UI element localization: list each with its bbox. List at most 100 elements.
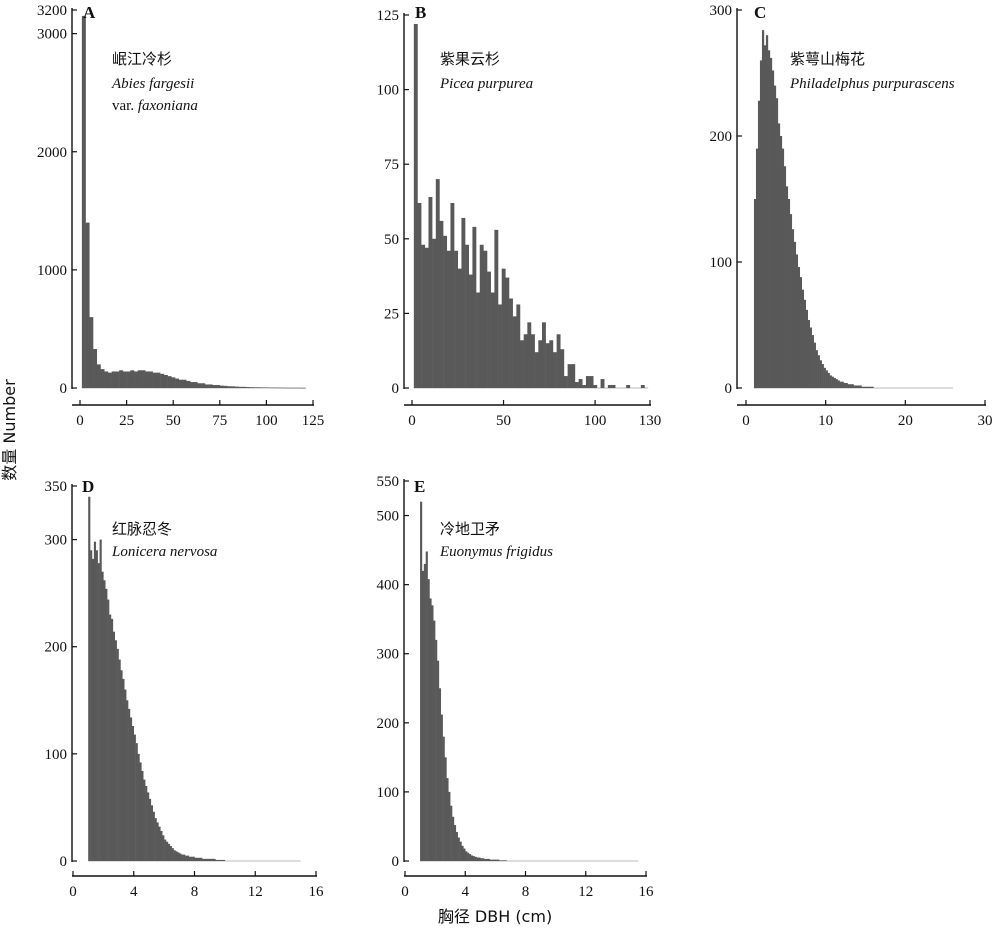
histogram-bar <box>85 222 90 389</box>
histogram-bar <box>238 386 243 388</box>
histogram-bar <box>196 857 199 861</box>
histogram-bar <box>839 381 842 388</box>
histogram-bar <box>439 220 444 388</box>
species-name-latin: var. faxoniana <box>112 98 198 114</box>
histogram-bar <box>444 757 447 861</box>
histogram-bar <box>249 387 254 388</box>
histogram-bar <box>759 60 763 389</box>
histogram-bar <box>227 386 232 388</box>
histogram-bar <box>753 199 757 388</box>
histogram-bar <box>767 50 771 388</box>
panel-letter: B <box>415 3 426 22</box>
histogram-bar <box>147 792 150 861</box>
histogram-bar <box>148 798 152 861</box>
histogram-bar <box>600 379 605 388</box>
histogram-bar <box>145 786 148 861</box>
species-name-chinese: 紫萼山梅花 <box>790 50 865 68</box>
histogram-bar <box>178 379 183 388</box>
x-tick-label: 4 <box>462 884 470 900</box>
bars <box>420 501 507 861</box>
histogram-bar <box>457 837 460 861</box>
y-tick-label: 2000 <box>37 145 67 161</box>
histogram-bar <box>626 385 631 388</box>
histogram-bar <box>429 598 432 861</box>
histogram-bar <box>182 379 187 388</box>
histogram-bar <box>865 386 868 388</box>
histogram-bar <box>257 387 262 388</box>
x-tick-label: 0 <box>401 884 409 900</box>
histogram-bar <box>433 620 436 861</box>
species-name-part: Abies fargesii <box>111 76 194 92</box>
histogram-bar <box>472 856 475 861</box>
histogram-bar <box>420 501 423 861</box>
y-tick-label: 0 <box>392 381 400 397</box>
histogram-bar <box>761 30 765 388</box>
histogram-bar <box>443 235 448 388</box>
histogram-bar <box>485 858 489 861</box>
y-tick-label: 100 <box>45 747 68 763</box>
y-tick-label: 75 <box>384 157 399 173</box>
histogram-bar <box>97 563 100 861</box>
histogram-bar <box>221 859 224 861</box>
histogram-bar <box>461 845 464 861</box>
histogram-bar <box>841 381 844 388</box>
x-tick-label: 8 <box>191 884 199 900</box>
histogram-bar <box>175 851 178 861</box>
histogram-bar <box>497 859 500 861</box>
panel-letter: A <box>83 3 96 22</box>
histogram-bar <box>209 858 212 861</box>
histogram-bar <box>831 376 834 388</box>
histogram-bar <box>115 371 120 388</box>
y-tick-label: 50 <box>384 232 399 248</box>
histogram-bar <box>122 678 125 861</box>
y-tick-label: 0 <box>60 381 68 397</box>
histogram-bar <box>143 779 146 861</box>
x-tick-label: 12 <box>248 884 263 900</box>
histogram-bar <box>531 334 535 388</box>
histogram-bar <box>192 856 195 861</box>
histogram-bar <box>145 371 150 388</box>
histogram-bar <box>162 835 165 861</box>
histogram-bar <box>81 15 86 388</box>
histogram-bar <box>538 340 543 388</box>
histogram-bar <box>476 292 480 388</box>
histogram-bar <box>437 660 440 861</box>
histogram-bar <box>534 352 539 388</box>
histogram-bar <box>173 850 176 861</box>
histogram-bar <box>215 859 218 861</box>
species-name-part: Euonymus frigidus <box>439 544 553 560</box>
histogram-bar <box>93 541 97 861</box>
panel-a: 0 1000 2000 3000 3200 0 25 50 75 100 125 A 岷江冷杉 Abies… <box>37 3 324 429</box>
histogram-bar <box>222 859 226 861</box>
histogram-bar <box>202 858 205 861</box>
histogram-bar <box>160 373 165 388</box>
panel-e: 0 100 200 300 400 500 550 0 4 8 12 16 E 冷地卫矛 Euonymus … <box>377 474 655 900</box>
panel-letter: E <box>414 477 425 496</box>
histogram-bar <box>207 858 210 861</box>
histogram-bar <box>417 202 422 388</box>
histogram-bar <box>593 385 598 388</box>
histogram-bar <box>567 364 572 388</box>
histogram-bar <box>457 268 462 388</box>
histogram-bar <box>556 334 561 388</box>
histogram-bar <box>578 379 583 388</box>
histogram-bar <box>189 382 194 388</box>
histogram-bar <box>585 376 590 388</box>
y-tick-label: 550 <box>377 474 400 490</box>
histogram-bar <box>574 382 579 388</box>
x-tick-label: 50 <box>496 413 511 429</box>
histogram-bar <box>773 85 777 388</box>
histogram-bar <box>769 57 773 388</box>
histogram-bar <box>154 818 157 861</box>
histogram-bar <box>819 360 822 388</box>
histogram-bar <box>286 387 291 389</box>
histogram-bar <box>589 376 594 388</box>
histogram-bar <box>181 854 184 861</box>
histogram-bar <box>234 386 239 388</box>
x-tick-label: 20 <box>898 413 913 429</box>
histogram-bar <box>245 387 250 388</box>
y-tick-label: 300 <box>45 533 68 549</box>
histogram-bar <box>523 334 528 388</box>
histogram-bar <box>109 614 112 861</box>
